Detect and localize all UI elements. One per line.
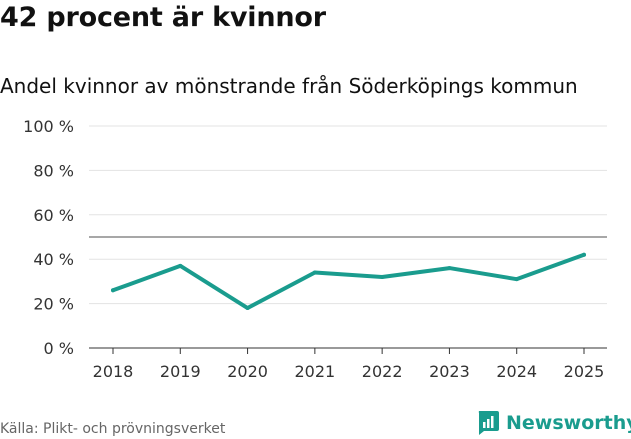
- y-tick-label: 0 %: [44, 339, 74, 358]
- x-tick-label: 2022: [362, 362, 403, 381]
- y-tick-label: 80 %: [33, 161, 74, 180]
- line-chart: 0 % 20 % 40 % 60 % 80 % 100 % 2018 2019 2020 2021…: [23, 117, 607, 381]
- x-tick-label: 2019: [160, 362, 201, 381]
- y-tick-label: 40 %: [33, 250, 74, 269]
- x-tick-label: 2018: [93, 362, 134, 381]
- x-tick-label: 2020: [227, 362, 268, 381]
- source-note: Källa: Plikt- och prövningsverket: [0, 421, 226, 437]
- x-tick-label: 2025: [564, 362, 605, 381]
- y-tick-label: 20 %: [33, 295, 74, 314]
- newsworthy-logo-icon: [478, 411, 499, 435]
- brand-name: Newsworthy: [506, 412, 631, 434]
- data-point: [312, 270, 317, 275]
- data-point: [447, 266, 452, 271]
- x-tick-label: 2024: [496, 362, 537, 381]
- data-point: [178, 263, 183, 268]
- data-point: [380, 274, 385, 279]
- x-tick-label: 2021: [294, 362, 335, 381]
- x-tick-label: 2023: [429, 362, 470, 381]
- chart-subtitle: Andel kvinnor av mönstrande från Söderkö…: [0, 74, 578, 98]
- y-tick-label: 100 %: [23, 117, 74, 136]
- series-line: [111, 252, 586, 311]
- data-point: [514, 277, 519, 282]
- chart-title: 42 procent är kvinnor: [0, 2, 326, 33]
- data-point: [111, 288, 115, 293]
- y-tick-label: 60 %: [33, 206, 74, 225]
- data-point: [245, 306, 250, 311]
- data-point: [582, 252, 586, 257]
- brand-logo: Newsworthy: [476, 409, 631, 437]
